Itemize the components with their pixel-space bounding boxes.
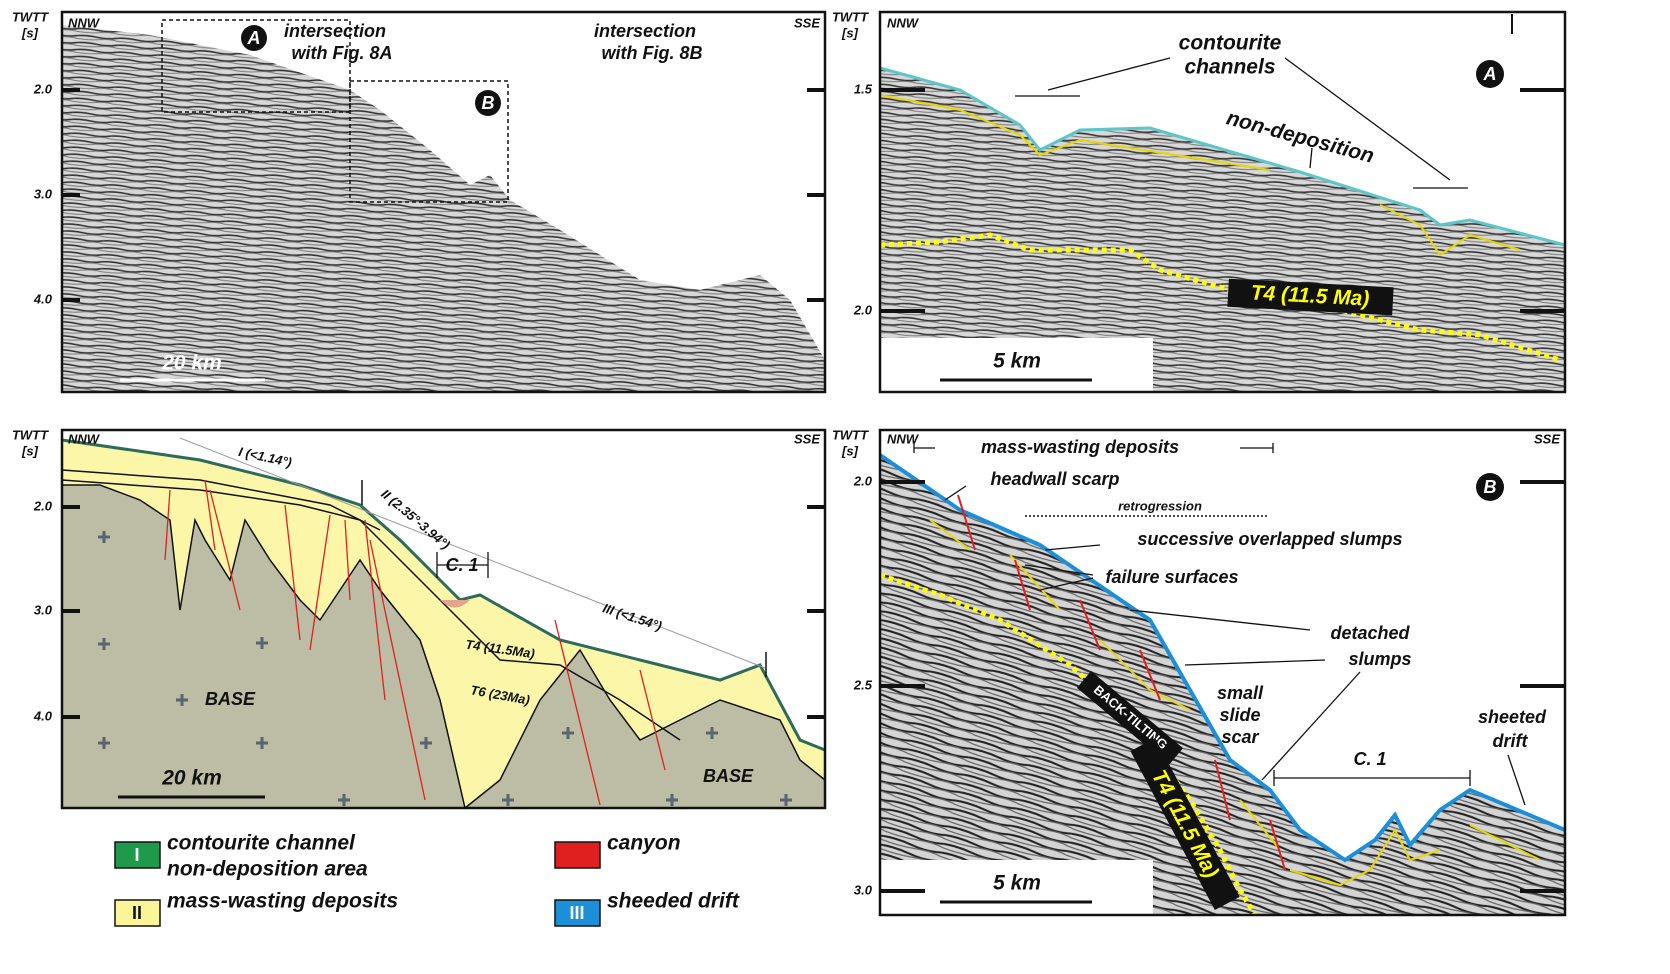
axis-title: [s] (21, 25, 39, 40)
legend-code: I (134, 845, 139, 865)
tick-label: 4.0 (33, 708, 53, 723)
direction: SSE (794, 15, 820, 30)
tick-label: 1.5 (854, 81, 873, 96)
tick-label: 2.0 (853, 302, 873, 317)
legend-text: contourite channel (167, 832, 356, 855)
direction: NNW (887, 431, 920, 446)
legend-code: II (132, 903, 142, 923)
direction: NNW (68, 15, 101, 30)
tick-label: 2.0 (33, 81, 53, 96)
direction: SSE (794, 431, 820, 446)
figure: TWTT [s] 2.0 3.0 4.0 NNW SSE A B interse… (0, 0, 1670, 974)
annotation: small (1217, 683, 1264, 703)
scale-label: 5 km (993, 350, 1041, 373)
annotation: drift (1493, 731, 1529, 751)
axis-title: [s] (841, 25, 859, 40)
scale-label: 20 km (161, 767, 222, 790)
annotation: slide (1219, 705, 1260, 725)
annotation: mass-wasting deposits (981, 437, 1179, 457)
legend-text: mass-wasting deposits (167, 890, 398, 913)
direction: NNW (887, 15, 920, 30)
tick-label: 2.0 (33, 498, 53, 513)
annotation: with Fig. 8B (602, 43, 703, 63)
scale-label: 5 km (993, 872, 1041, 895)
annotation: contourite (1179, 32, 1282, 55)
box-label: B (482, 93, 495, 113)
tick-label: 2.0 (853, 473, 873, 488)
annotation: BASE (205, 689, 256, 709)
panel-bottom-right: TWTT [s] 2.0 2.5 3.0 NNW SSE B mass-wast… (832, 427, 1565, 915)
tick-label: 2.5 (853, 677, 873, 692)
legend-code: III (569, 903, 584, 923)
annotation: intersection (284, 21, 386, 41)
annotation: detached (1330, 623, 1410, 643)
annotation: slumps (1348, 649, 1411, 669)
annotation: retrogression (1118, 498, 1202, 513)
panel-top-left: TWTT [s] 2.0 3.0 4.0 NNW SSE A B interse… (12, 9, 825, 392)
annotation: failure surfaces (1105, 567, 1238, 587)
annotation: headwall scarp (990, 469, 1119, 489)
panel-label: B (1484, 477, 1497, 497)
scale-label: 20 km (161, 352, 222, 375)
panel-top-right: TWTT [s] 1.5 2.0 NNW A contourite channe… (832, 9, 1565, 392)
panel-bottom-left: TWTT [s] 2.0 3.0 4.0 NNW SSE I (<1.14°) … (12, 427, 825, 808)
axis-title: TWTT (12, 427, 49, 442)
annotation: intersection (594, 21, 696, 41)
box-label: A (247, 28, 261, 48)
annotation: successive overlapped slumps (1137, 529, 1402, 549)
annotation: with Fig. 8A (292, 43, 393, 63)
legend-swatch (555, 842, 600, 868)
annotation: channels (1184, 56, 1275, 79)
annotation: BASE (703, 766, 754, 786)
axis-title: TWTT (832, 427, 869, 442)
tick-label: 4.0 (33, 291, 53, 306)
direction: SSE (1534, 431, 1560, 446)
legend-text: canyon (607, 832, 681, 855)
tick-label: 3.0 (854, 882, 873, 897)
axis-title: [s] (841, 443, 859, 458)
tick-label: 3.0 (34, 186, 53, 201)
direction: NNW (68, 431, 101, 446)
axis-title: [s] (21, 443, 39, 458)
panel-label: A (1483, 64, 1497, 84)
axis-title: TWTT (832, 9, 869, 24)
annotation: C. 1 (445, 555, 478, 575)
legend-text: non-deposition area (167, 858, 368, 881)
annotation: scar (1221, 727, 1259, 747)
annotation: C. 1 (1353, 749, 1386, 769)
axis-title: TWTT (12, 9, 49, 24)
legend-text: sheeded drift (607, 890, 740, 913)
tick-label: 3.0 (34, 602, 53, 617)
annotation: sheeted (1478, 707, 1547, 727)
